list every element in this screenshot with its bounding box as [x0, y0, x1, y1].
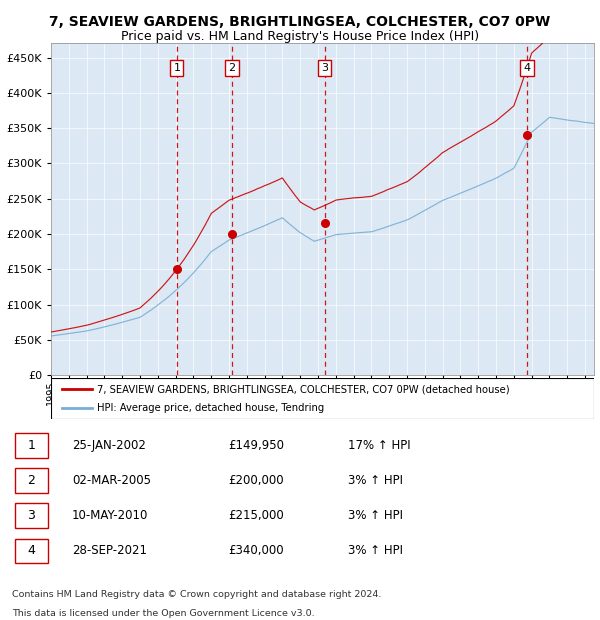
Text: 28-SEP-2021: 28-SEP-2021: [72, 544, 147, 557]
FancyBboxPatch shape: [15, 539, 48, 564]
Text: 25-JAN-2002: 25-JAN-2002: [72, 439, 146, 452]
Text: 3: 3: [321, 63, 328, 73]
Text: 17% ↑ HPI: 17% ↑ HPI: [348, 439, 410, 452]
Text: This data is licensed under the Open Government Licence v3.0.: This data is licensed under the Open Gov…: [12, 609, 314, 618]
Text: £200,000: £200,000: [228, 474, 284, 487]
Text: 10-MAY-2010: 10-MAY-2010: [72, 509, 148, 522]
Text: 7, SEAVIEW GARDENS, BRIGHTLINGSEA, COLCHESTER, CO7 0PW: 7, SEAVIEW GARDENS, BRIGHTLINGSEA, COLCH…: [49, 16, 551, 30]
Text: £215,000: £215,000: [228, 509, 284, 522]
Text: 3% ↑ HPI: 3% ↑ HPI: [348, 474, 403, 487]
Text: 2: 2: [28, 474, 35, 487]
FancyBboxPatch shape: [15, 468, 48, 493]
Text: 02-MAR-2005: 02-MAR-2005: [72, 474, 151, 487]
Text: 2: 2: [229, 63, 235, 73]
Text: HPI: Average price, detached house, Tendring: HPI: Average price, detached house, Tend…: [97, 404, 325, 414]
Text: 4: 4: [523, 63, 530, 73]
FancyBboxPatch shape: [51, 378, 594, 418]
Text: 1: 1: [173, 63, 181, 73]
FancyBboxPatch shape: [15, 503, 48, 528]
Text: £149,950: £149,950: [228, 439, 284, 452]
Text: 3% ↑ HPI: 3% ↑ HPI: [348, 509, 403, 522]
Text: £340,000: £340,000: [228, 544, 284, 557]
Text: 1: 1: [28, 439, 35, 452]
Text: 3% ↑ HPI: 3% ↑ HPI: [348, 544, 403, 557]
Text: 7, SEAVIEW GARDENS, BRIGHTLINGSEA, COLCHESTER, CO7 0PW (detached house): 7, SEAVIEW GARDENS, BRIGHTLINGSEA, COLCH…: [97, 384, 510, 394]
Text: 4: 4: [28, 544, 35, 557]
Text: Contains HM Land Registry data © Crown copyright and database right 2024.: Contains HM Land Registry data © Crown c…: [12, 590, 382, 599]
FancyBboxPatch shape: [15, 433, 48, 458]
Text: Price paid vs. HM Land Registry's House Price Index (HPI): Price paid vs. HM Land Registry's House …: [121, 30, 479, 43]
Text: 3: 3: [28, 509, 35, 522]
